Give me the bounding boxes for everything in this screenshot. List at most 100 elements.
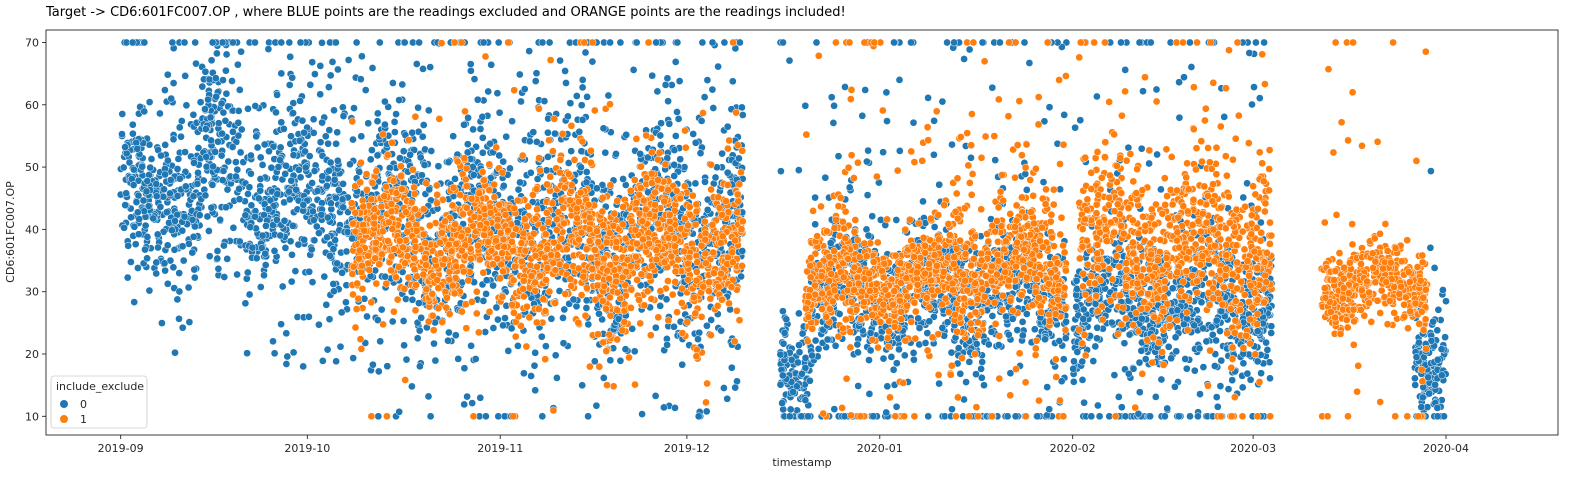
point-0-7-125: [1437, 371, 1446, 380]
point-0-6-539: [1212, 336, 1220, 345]
point-0-2-460: [280, 125, 288, 133]
point-0-6-567: [1146, 412, 1154, 421]
point-0-2-411: [333, 259, 342, 268]
point-0-0-279: [122, 189, 131, 198]
point-0-3-948: [369, 360, 377, 369]
point-0-0-26: [145, 286, 154, 295]
point-0-3-1410: [530, 361, 539, 370]
point-0-5-466: [1062, 317, 1070, 326]
point-0-5-621: [887, 353, 896, 361]
point-0-5-440: [866, 346, 875, 355]
point-0-4-125: [778, 371, 787, 380]
point-0-6-646: [1070, 357, 1078, 366]
point-0-5-1039: [954, 344, 963, 352]
point-0-5-288: [1018, 318, 1027, 326]
point-0-6-781: [1171, 333, 1180, 342]
point-0-2-474: [326, 252, 334, 260]
point-0-4-100: [779, 307, 787, 316]
point-0-2-464: [243, 268, 252, 277]
point-0-3-292: [454, 355, 463, 363]
point-0-2-402: [356, 75, 365, 84]
point-0-0-294: [169, 263, 178, 272]
point-0-3-20: [531, 77, 540, 85]
point-0-6-733: [1212, 393, 1221, 401]
point-0-0-149: [118, 110, 127, 118]
point-0-4-129: [789, 388, 797, 396]
point-0-2-454: [299, 201, 308, 209]
point-0-5-915: [808, 351, 816, 360]
point-0-2-74: [278, 282, 287, 291]
point-0-3-1544: [616, 38, 625, 47]
point-0-0-297: [168, 226, 176, 235]
point-0-1-178: [204, 95, 212, 104]
point-0-3-179: [473, 95, 482, 104]
point-0-1-162: [235, 86, 244, 94]
point-0-2-289: [251, 212, 259, 221]
point-0-0-334: [140, 38, 149, 47]
point-0-2-21: [318, 38, 326, 47]
point-0-3-1401: [544, 153, 552, 161]
point-0-0-300: [149, 214, 158, 223]
point-0-6-816: [1072, 277, 1081, 285]
point-0-5-258: [956, 369, 965, 378]
point-0-0-44: [134, 264, 142, 272]
point-0-5-810: [1045, 103, 1054, 112]
point-0-3-1369: [469, 171, 478, 179]
point-0-0-165: [189, 110, 198, 119]
point-0-3-850: [531, 348, 540, 357]
point-0-3-637: [517, 97, 525, 106]
point-0-5-910: [1061, 334, 1070, 343]
point-0-2-338: [349, 135, 357, 144]
point-0-5-830: [938, 324, 947, 332]
point-0-3-1127: [559, 339, 568, 348]
point-0-3-719: [492, 303, 501, 312]
point-0-1-27: [237, 125, 246, 134]
point-0-5-372: [988, 312, 997, 320]
point-0-6-495: [1114, 393, 1123, 401]
point-0-6-152: [1250, 83, 1258, 91]
point-0-5-670: [909, 349, 918, 357]
point-0-0-313: [141, 245, 149, 254]
point-0-7-90: [1442, 297, 1450, 306]
point-0-6-728: [1079, 315, 1088, 323]
point-0-3-493: [736, 38, 744, 47]
point-0-7-93: [1425, 389, 1434, 398]
point-0-1-118: [217, 99, 226, 108]
point-0-6-513: [1187, 63, 1196, 71]
point-0-2-468: [276, 231, 285, 240]
point-0-1-36: [207, 56, 216, 65]
point-0-3-1311: [388, 317, 397, 326]
point-0-0-259: [166, 189, 174, 198]
point-0-1-132: [202, 152, 211, 161]
point-1-0-161: [348, 117, 357, 126]
point-0-3-662: [559, 314, 567, 322]
point-0-2-221: [299, 362, 308, 371]
point-0-2-134: [291, 267, 300, 275]
point-0-2-431: [277, 38, 286, 47]
point-0-5-997: [947, 348, 956, 357]
point-0-3-509: [675, 77, 684, 85]
point-0-5-169: [827, 93, 836, 102]
point-0-2-423: [329, 245, 338, 253]
point-0-2-397: [247, 201, 256, 210]
point-0-3-195: [514, 185, 523, 194]
point-0-2-359: [276, 143, 285, 152]
point-0-6-723: [1239, 359, 1248, 368]
point-1-0-68: [457, 38, 466, 47]
point-0-5-424: [868, 212, 877, 221]
point-0-0-160: [130, 298, 139, 306]
point-0-6-459: [1194, 412, 1202, 421]
point-0-3-461: [630, 347, 639, 356]
point-0-3-1529: [499, 157, 508, 166]
point-0-1-181: [218, 176, 227, 184]
point-0-5-1020: [987, 328, 996, 336]
point-0-5-363: [1022, 186, 1031, 194]
point-0-0-162: [161, 86, 169, 94]
point-0-3-1549: [619, 175, 627, 183]
point-0-7-127: [1431, 380, 1439, 389]
point-0-3-371: [538, 38, 547, 47]
point-0-3-1039: [544, 128, 552, 137]
point-0-5-121: [879, 354, 888, 363]
point-0-4-128: [801, 396, 810, 405]
point-0-3-708: [495, 108, 504, 117]
